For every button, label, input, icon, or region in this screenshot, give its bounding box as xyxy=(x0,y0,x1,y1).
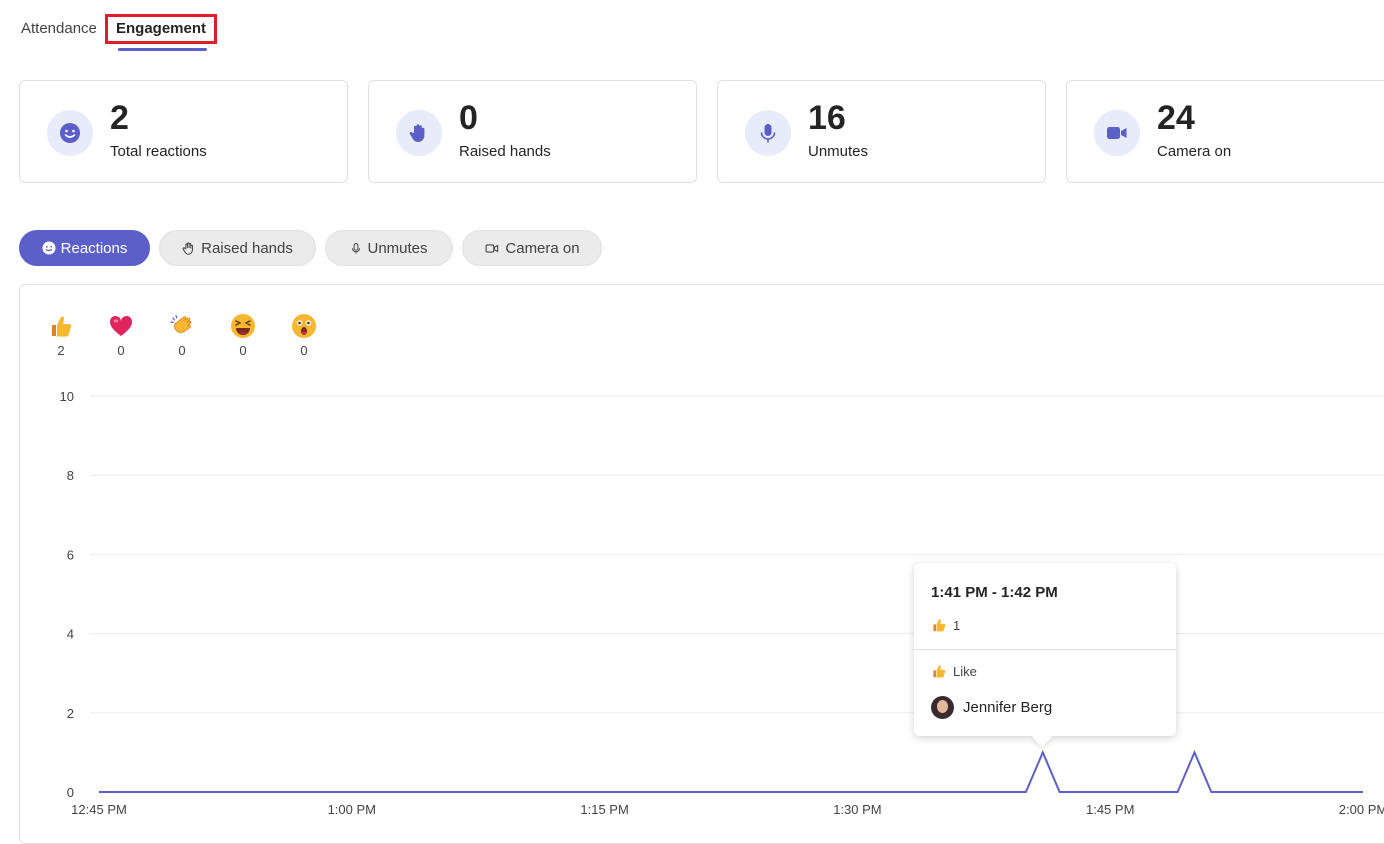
thumbs-up-icon xyxy=(933,619,946,632)
stat-card-unmutes: 16 Unmutes xyxy=(717,80,1046,183)
stat-value: 0 xyxy=(459,99,478,137)
laughing-face-icon xyxy=(231,314,255,338)
reaction-count: 0 xyxy=(300,343,308,358)
x-tick-label: 1:30 PM xyxy=(833,802,881,817)
thumbs-up-icon xyxy=(933,665,946,678)
reaction-surprised: 0 xyxy=(289,313,319,358)
tooltip-time-range: 1:41 PM - 1:42 PM xyxy=(931,584,1058,601)
stat-value: 16 xyxy=(808,99,846,137)
stat-value: 24 xyxy=(1157,99,1195,137)
tooltip-user-row: Jennifer Berg xyxy=(931,696,1052,719)
reaction-count: 0 xyxy=(239,343,247,358)
stat-label: Total reactions xyxy=(110,143,207,160)
video-camera-icon xyxy=(485,243,499,253)
reaction-like: 2 xyxy=(46,313,76,358)
tab-engagement[interactable]: Engagement xyxy=(105,14,218,44)
reaction-applause: 0 xyxy=(167,313,197,358)
tooltip-count: 1 xyxy=(953,617,961,633)
stat-label: Camera on xyxy=(1157,143,1232,160)
x-tick-label: 2:00 PM xyxy=(1339,802,1384,817)
filter-label: Unmutes xyxy=(367,239,428,257)
filter-camera-on[interactable]: Camera on xyxy=(462,230,602,266)
avatar xyxy=(931,696,954,719)
x-tick-label: 1:15 PM xyxy=(580,802,628,817)
tooltip-count-row: 1 xyxy=(931,617,960,633)
filter-unmutes[interactable]: Unmutes xyxy=(325,230,453,266)
x-tick-label: 1:00 PM xyxy=(328,802,376,817)
active-tab-indicator xyxy=(118,48,207,51)
stat-value: 2 xyxy=(110,99,129,137)
y-tick-label: 2 xyxy=(67,706,74,721)
tooltip-divider xyxy=(914,649,1176,650)
stat-card-raised-hands: 0 Raised hands xyxy=(368,80,697,183)
hand-icon xyxy=(396,110,442,156)
x-tick-label: 12:45 PM xyxy=(71,802,127,817)
filter-label: Raised hands xyxy=(201,239,293,257)
y-tick-label: 4 xyxy=(67,627,74,642)
y-tick-label: 10 xyxy=(60,389,74,404)
filter-label: Camera on xyxy=(505,239,580,257)
video-camera-icon xyxy=(1094,110,1140,156)
tooltip-reaction-type: Like xyxy=(953,663,977,679)
filter-label: Reactions xyxy=(60,239,128,257)
reaction-count: 0 xyxy=(178,343,186,358)
reaction-count: 0 xyxy=(117,343,125,358)
hand-icon xyxy=(182,241,194,255)
tooltip-reaction-row: Like xyxy=(931,663,977,679)
tooltip-user-name: Jennifer Berg xyxy=(963,699,1053,716)
y-tick-label: 0 xyxy=(67,785,74,800)
smiley-icon xyxy=(42,241,56,255)
clapping-hands-icon xyxy=(170,314,192,333)
x-tick-label: 1:45 PM xyxy=(1086,802,1134,817)
series-line xyxy=(99,749,1363,793)
smiley-icon xyxy=(47,110,93,156)
stat-label: Unmutes xyxy=(808,143,869,160)
reaction-heart: 0 xyxy=(106,313,136,358)
stat-label: Raised hands xyxy=(459,143,551,160)
tab-attendance[interactable]: Attendance xyxy=(21,20,97,37)
stat-card-reactions: 2 Total reactions xyxy=(19,80,348,183)
filter-raised-hands[interactable]: Raised hands xyxy=(159,230,316,266)
microphone-icon xyxy=(745,110,791,156)
heart-icon xyxy=(109,315,133,336)
reaction-count: 2 xyxy=(57,343,65,358)
surprised-face-icon xyxy=(292,314,316,338)
y-tick-label: 8 xyxy=(67,468,74,483)
filter-reactions[interactable]: Reactions xyxy=(19,230,150,266)
tab-bar: Attendance Engagement xyxy=(0,0,1384,60)
y-tick-label: 6 xyxy=(67,547,74,562)
stat-card-camera-on: 24 Camera on xyxy=(1066,80,1384,183)
reaction-laugh: 0 xyxy=(228,313,258,358)
engagement-line-chart: 0 2 4 6 8 10 12:45 PM 1:00 PM 1:15 PM 1:30 PM 1:45… xyxy=(60,389,1384,817)
thumbs-up-icon xyxy=(52,316,72,337)
chart-tooltip: 1:41 PM - 1:42 PM 1 Like Jennifer Berg xyxy=(914,563,1176,747)
microphone-icon xyxy=(352,242,361,254)
